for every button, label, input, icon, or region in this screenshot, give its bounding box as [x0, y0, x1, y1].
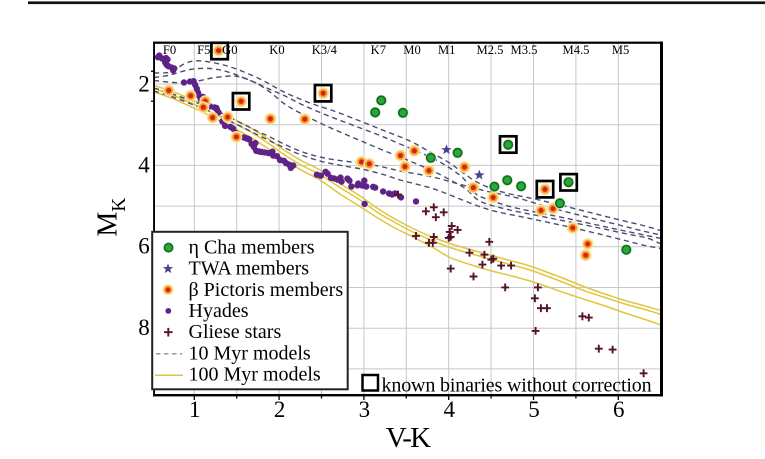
svg-text:K7: K7	[371, 43, 386, 57]
svg-text:known binaries without correct: known binaries without correction	[382, 374, 652, 396]
svg-text:M3.5: M3.5	[511, 43, 538, 57]
svg-text:100 Myr models: 100 Myr models	[189, 364, 321, 386]
svg-text:3: 3	[359, 397, 371, 422]
svg-text:M1: M1	[438, 43, 456, 57]
svg-text:TWA members: TWA members	[189, 258, 310, 280]
svg-text:V-K: V-K	[386, 422, 431, 454]
svg-text:4: 4	[443, 397, 455, 422]
svg-text:4: 4	[138, 153, 150, 178]
svg-text:F5: F5	[197, 43, 210, 57]
svg-text:1: 1	[189, 397, 201, 422]
svg-text:F0: F0	[163, 43, 176, 57]
svg-text:K3/4: K3/4	[312, 43, 338, 57]
svg-text:M2.5: M2.5	[477, 43, 504, 57]
svg-text:M5: M5	[612, 43, 630, 57]
svg-text:2: 2	[274, 397, 286, 422]
svg-text:Hyades: Hyades	[189, 300, 249, 322]
svg-text:β Pictoris members: β Pictoris members	[189, 279, 344, 301]
svg-text:K0: K0	[269, 43, 284, 57]
svg-text:5: 5	[528, 397, 540, 422]
svg-text:6: 6	[613, 397, 625, 422]
svg-text:2: 2	[138, 72, 150, 97]
svg-text:G0: G0	[222, 43, 237, 57]
svg-text:10 Myr models: 10 Myr models	[189, 342, 311, 364]
svg-text:Gliese stars: Gliese stars	[189, 321, 282, 343]
svg-text:M4.5: M4.5	[563, 43, 590, 57]
svg-text:MK: MK	[93, 198, 131, 237]
svg-text:η Cha members: η Cha members	[189, 237, 315, 259]
svg-text:8: 8	[138, 315, 150, 340]
svg-text:6: 6	[138, 233, 150, 258]
svg-text:M0: M0	[403, 43, 421, 57]
